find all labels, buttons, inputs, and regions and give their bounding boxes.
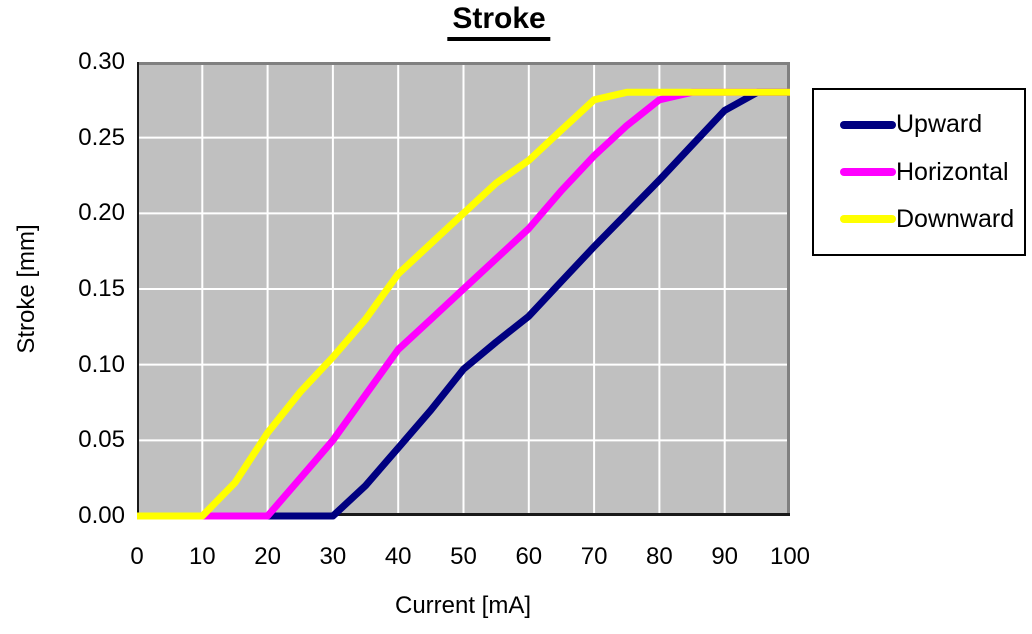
legend-item-upward: Upward: [814, 112, 1024, 137]
chart-title: Stroke: [447, 2, 551, 41]
x-tick-label: 0: [130, 543, 144, 570]
legend: Upward Horizontal Downward: [812, 88, 1026, 256]
x-axis-title: Current [mA]: [394, 592, 532, 619]
x-tick-label: 70: [580, 543, 608, 570]
x-tick-label: 20: [254, 543, 281, 570]
legend-item-horizontal: Horizontal: [814, 157, 1024, 186]
x-tick-label: 60: [515, 543, 543, 570]
legend-swatch-horizontal: [840, 168, 896, 176]
x-tick-label: 40: [384, 543, 412, 570]
legend-item-downward: Downward: [814, 204, 1024, 233]
y-tick-label: 0.25: [78, 123, 125, 151]
y-tick-label: 0.30: [78, 48, 125, 75]
legend-swatch-upward: [840, 120, 896, 129]
x-tick-label: 80: [646, 543, 673, 570]
y-tick-label: 0.20: [78, 199, 125, 227]
legend-label: Upward: [896, 110, 983, 139]
plot-area: [137, 62, 790, 520]
y-tick-label: 0.10: [78, 350, 125, 378]
x-tick-label: 90: [711, 543, 739, 570]
legend-label: Horizontal: [896, 157, 1009, 186]
y-tick-label: 0.15: [78, 275, 125, 302]
series-line-downward: [137, 88, 790, 520]
x-tick-label: 30: [319, 543, 347, 570]
x-tick-label: 50: [450, 543, 477, 570]
x-tick-label: 100: [769, 543, 811, 570]
y-tick-label: 0.00: [78, 502, 125, 529]
legend-swatch-downward: [840, 215, 896, 224]
legend-label: Downward: [896, 204, 1015, 233]
y-tick-label: 0.05: [78, 426, 125, 454]
x-tick-label: 10: [188, 543, 216, 570]
plot-canvas: [137, 62, 790, 520]
